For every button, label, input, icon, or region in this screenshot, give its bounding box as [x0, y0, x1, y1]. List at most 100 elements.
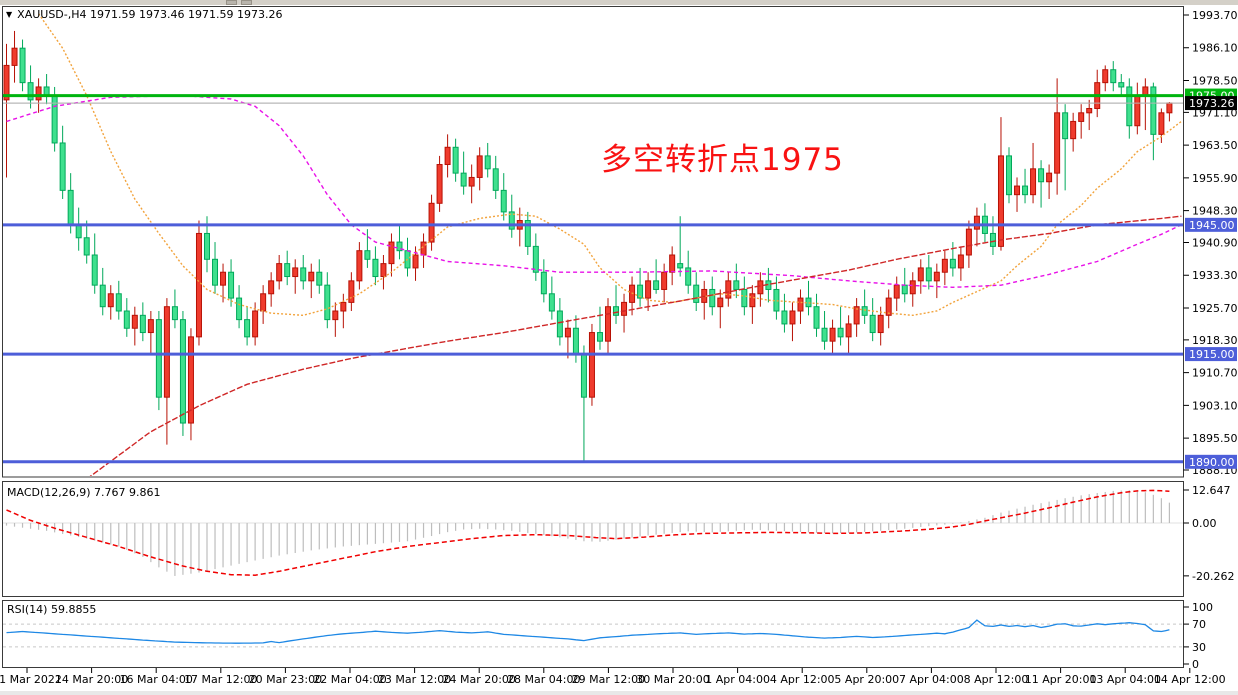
candle-bear: [19, 47, 26, 84]
candle-bear: [1022, 185, 1029, 196]
price-marker-label: 1890.00: [1189, 456, 1235, 469]
candle-bear: [693, 284, 700, 303]
price-tick-label: 1978.50: [1192, 74, 1238, 87]
candle-bear: [364, 250, 371, 260]
price-marker-box: [1185, 217, 1237, 232]
time-tick-label: 20 Mar 23:00: [249, 673, 322, 686]
candle-bull: [308, 271, 315, 282]
macd-tick-label: 12.647: [1192, 484, 1231, 497]
candle-bull: [797, 297, 804, 312]
candle-bull: [420, 241, 427, 256]
candle-bull: [292, 267, 299, 278]
candle-bear: [492, 168, 499, 191]
candle-bear: [685, 267, 692, 286]
candle-bull: [941, 258, 948, 273]
candle-bear: [396, 241, 403, 252]
candle-bear: [179, 319, 186, 424]
candle-bear: [59, 142, 66, 191]
window-mini-button[interactable]: [226, 0, 237, 5]
price-tick-label: 1933.30: [1192, 269, 1238, 282]
candle-bull: [340, 301, 347, 312]
candle-bear: [204, 232, 210, 260]
candle-bull: [388, 241, 395, 265]
macd-signal-line: [6, 489, 1170, 576]
price-marker-box: [1185, 454, 1237, 469]
symbol-dropdown-icon[interactable]: ▼: [6, 10, 13, 19]
candle-bull: [789, 310, 796, 325]
time-tick-label: 30 Mar 20:00: [636, 673, 709, 686]
price-tick-label: 1925.70: [1192, 302, 1238, 315]
rsi-tick-label: 30: [1192, 641, 1206, 654]
time-tick-label: 13 Apr 04:00: [1089, 673, 1161, 686]
candle-bull: [131, 314, 138, 329]
candle-bull: [3, 64, 10, 101]
candle-bear: [83, 237, 90, 256]
annotation-text[interactable]: 多空转折点1975: [601, 142, 844, 178]
candle-bear: [596, 332, 603, 342]
time-tick-label: 17 Mar 12:00: [184, 673, 257, 686]
candle-bear: [67, 189, 74, 226]
ma-fast-orange[interactable]: [38, 13, 1182, 317]
rsi-panel[interactable]: [2, 600, 1184, 668]
macd-indicator-label: MACD(12,26,9) 7.767 9.861: [7, 486, 161, 499]
candle-bull: [476, 155, 483, 178]
time-tick-label: 5 Apr 20:00: [834, 673, 899, 686]
candle-bull: [1086, 107, 1093, 114]
candle-bear: [460, 172, 467, 187]
symbol-ohlc-title: XAUUSD-,H4 1971.59 1973.46 1971.59 1973.…: [17, 8, 283, 21]
candle-bull: [444, 146, 451, 166]
candle-bear: [869, 314, 876, 334]
candle-bull: [588, 332, 595, 398]
main-chart-content[interactable]: [3, 13, 1183, 479]
time-tick-label: 7 Apr 04:00: [899, 673, 964, 686]
candle-bear: [861, 306, 868, 316]
candle-bull: [933, 271, 940, 282]
candle-bull: [187, 336, 194, 424]
macd-panel[interactable]: [2, 481, 1184, 597]
candle-bull: [829, 327, 836, 342]
candle-bear: [155, 319, 162, 398]
candle-bear: [524, 220, 531, 247]
candle-bear: [1110, 69, 1117, 84]
candle-bear: [236, 297, 243, 321]
candle-bear: [212, 258, 219, 286]
candle-bull: [645, 280, 652, 299]
candle-bear: [452, 146, 459, 174]
candle-bull: [621, 301, 628, 316]
candle-bear: [75, 224, 82, 239]
candle-bear: [613, 306, 620, 316]
candle-bull: [252, 310, 259, 338]
price-marker-box: [1185, 347, 1237, 362]
candle-bull: [276, 263, 283, 282]
candle-bull: [909, 280, 916, 295]
price-tick-label: 1993.70: [1192, 9, 1238, 22]
candle-bear: [500, 189, 507, 213]
candle-bull: [163, 306, 170, 398]
candle-bull: [147, 319, 154, 334]
price-tick-label: 1963.50: [1192, 139, 1238, 152]
candle-bear: [837, 327, 844, 338]
candle-bear: [372, 258, 379, 278]
price-marker-box: [1185, 96, 1237, 111]
candle-bear: [580, 353, 587, 398]
candle-bull: [965, 228, 972, 256]
candle-bull: [893, 284, 900, 299]
candle-bull: [725, 280, 732, 299]
candle-bull: [1070, 120, 1077, 140]
candle-bull: [107, 293, 114, 308]
candle-bear: [532, 245, 539, 273]
candle-bull: [1102, 69, 1109, 84]
main-chart-panel[interactable]: [2, 6, 1184, 478]
ma-slow-darkred[interactable]: [87, 215, 1182, 479]
window-mini-button-2[interactable]: [241, 0, 252, 5]
price-tick-label: 1948.30: [1192, 205, 1238, 218]
candle-bull: [917, 267, 924, 282]
candle-bull: [1054, 112, 1061, 174]
candle-bull: [749, 293, 756, 308]
rsi-tick-label: 0: [1192, 658, 1199, 671]
candle-bull: [412, 254, 419, 269]
candle-bear: [1118, 82, 1125, 88]
time-tick-label: 22 Mar 04:00: [313, 673, 386, 686]
